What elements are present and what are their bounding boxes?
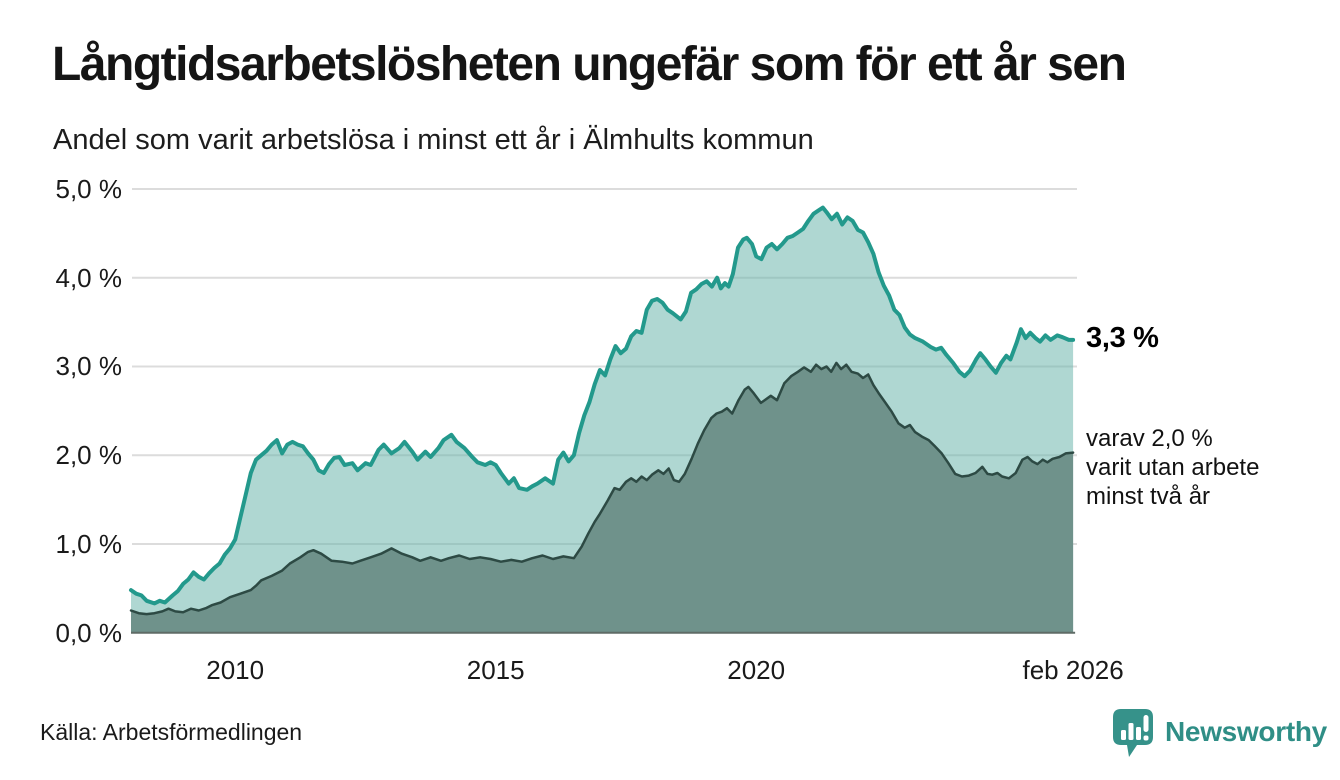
series2-annotation: varav 2,0 % varit utan arbete minst två … <box>1086 424 1259 511</box>
y-tick-label: 0,0 % <box>55 617 123 648</box>
y-tick-label: 4,0 % <box>55 262 123 293</box>
newsworthy-logo[interactable]: Newsworthy <box>1110 706 1327 758</box>
series2-line <box>129 361 1075 616</box>
chart-subtitle: Andel som varit arbetslösa i minst ett å… <box>53 124 814 156</box>
x-tick-label: 2015 <box>466 655 525 685</box>
x-tick-label: 2010 <box>206 655 265 685</box>
newsworthy-bubble-chart-icon <box>1113 709 1153 757</box>
y-tick-label: 3,0 % <box>55 351 123 382</box>
source-caption: Källa: Arbetsförmedlingen <box>40 719 303 745</box>
series2-annotation-line1: varav 2,0 % <box>1086 425 1213 452</box>
x-tick-label: 2020 <box>727 655 786 685</box>
page-title: Långtidsarbetslösheten ungefär som för e… <box>52 38 1127 91</box>
newsworthy-wordmark: Newsworthy <box>1165 716 1327 747</box>
x-tick-label: feb 2026 <box>1022 655 1124 685</box>
y-tick-label: 5,0 % <box>55 174 123 204</box>
series1-end-value-label: 3,3 % <box>1086 322 1159 354</box>
y-tick-label: 2,0 % <box>55 440 123 471</box>
series2-annotation-line2: varit utan arbete <box>1086 454 1260 481</box>
series2-annotation-line3: minst två år <box>1086 483 1211 510</box>
series2-area <box>131 362 1074 633</box>
series1-line <box>129 205 1076 606</box>
y-tick-label: 1,0 % <box>55 528 123 559</box>
